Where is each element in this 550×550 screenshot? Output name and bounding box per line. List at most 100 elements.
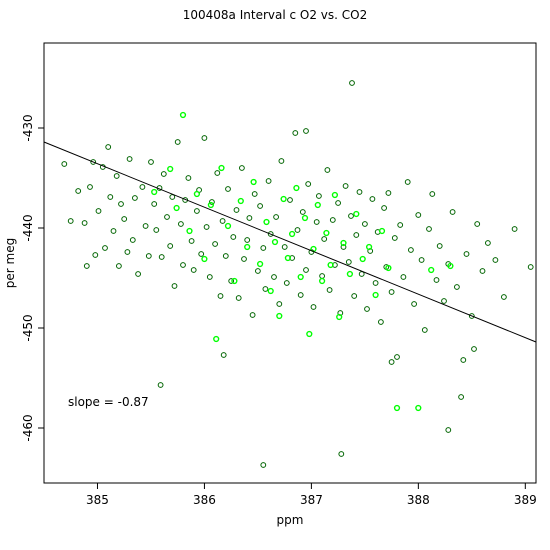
data-point [110, 228, 117, 234]
data-point [281, 244, 288, 250]
data-point [293, 184, 300, 192]
data-point [369, 196, 376, 202]
data-point [126, 156, 133, 162]
data-point [394, 354, 400, 360]
data-point [527, 264, 534, 270]
data-point [393, 404, 401, 412]
data-point [305, 181, 312, 187]
data-point [244, 237, 251, 243]
data-point [303, 267, 309, 273]
data-point [385, 190, 392, 196]
data-point [471, 346, 477, 352]
data-points [61, 80, 534, 468]
data-point [83, 263, 90, 269]
data-point [340, 244, 347, 250]
data-point [113, 173, 120, 179]
data-point [468, 313, 475, 319]
data-point [203, 224, 210, 230]
x-tick-label: 385 [86, 493, 109, 507]
data-point [385, 264, 392, 272]
data-point [142, 223, 149, 229]
data-point [378, 319, 384, 325]
data-point [458, 394, 465, 400]
data-point [90, 159, 97, 165]
data-point [129, 237, 136, 243]
data-point [233, 207, 240, 213]
data-point [356, 189, 363, 195]
data-point [284, 254, 292, 262]
data-point [218, 164, 225, 172]
data-point [201, 255, 208, 263]
data-point [463, 251, 470, 257]
data-point [61, 161, 68, 167]
data-point [241, 256, 247, 262]
data-point [378, 227, 386, 235]
data-point [102, 245, 108, 251]
data-point [454, 284, 460, 290]
data-point [323, 229, 330, 237]
data-point [345, 259, 352, 265]
data-point [179, 111, 187, 119]
data-point [447, 262, 454, 270]
data-point [292, 130, 299, 136]
data-point [246, 215, 253, 221]
data-point [173, 204, 180, 212]
data-point [429, 191, 436, 197]
data-point [313, 219, 320, 225]
data-point [294, 227, 301, 233]
data-point [381, 205, 388, 211]
data-point [353, 210, 360, 218]
data-point [306, 330, 313, 338]
data-point [321, 236, 328, 242]
x-tick-label: 387 [300, 493, 323, 507]
y-tick-label: -440 [21, 214, 35, 241]
data-point [372, 280, 379, 286]
data-point [174, 139, 181, 145]
y-tick-label: -430 [21, 114, 35, 141]
data-point [230, 234, 237, 240]
data-point [263, 218, 270, 226]
data-point [178, 221, 184, 227]
data-point [81, 220, 88, 226]
regression-line [43, 141, 537, 343]
data-point [408, 247, 414, 253]
data-point [418, 257, 425, 263]
data-point [349, 80, 355, 86]
data-point [411, 301, 418, 307]
data-point [283, 280, 290, 286]
data-point [251, 191, 258, 197]
data-point [415, 212, 422, 218]
data-point [280, 195, 287, 203]
data-point [260, 245, 267, 251]
data-point [209, 199, 215, 205]
data-point [262, 286, 269, 292]
data-point [271, 274, 277, 280]
data-point [359, 255, 366, 263]
data-point [445, 427, 452, 433]
data-point [441, 298, 447, 304]
data-point [449, 209, 456, 215]
data-point [167, 165, 174, 173]
data-point [329, 217, 336, 223]
data-point [95, 208, 102, 214]
data-point [153, 227, 160, 233]
data-point [404, 179, 411, 185]
data-point [267, 231, 274, 237]
x-tick-label: 389 [514, 493, 537, 507]
data-point [213, 335, 220, 343]
data-point [225, 186, 231, 192]
data-point [433, 277, 440, 283]
data-point [364, 306, 370, 312]
data-point [235, 295, 242, 301]
data-point [336, 313, 343, 321]
data-point [160, 171, 167, 177]
data-point [75, 188, 82, 194]
data-point [289, 230, 296, 238]
data-point [421, 327, 428, 333]
data-point [426, 226, 432, 232]
data-point [342, 183, 349, 189]
data-point [118, 201, 124, 207]
data-point [193, 190, 201, 198]
data-point [255, 268, 261, 274]
data-point [314, 201, 321, 209]
